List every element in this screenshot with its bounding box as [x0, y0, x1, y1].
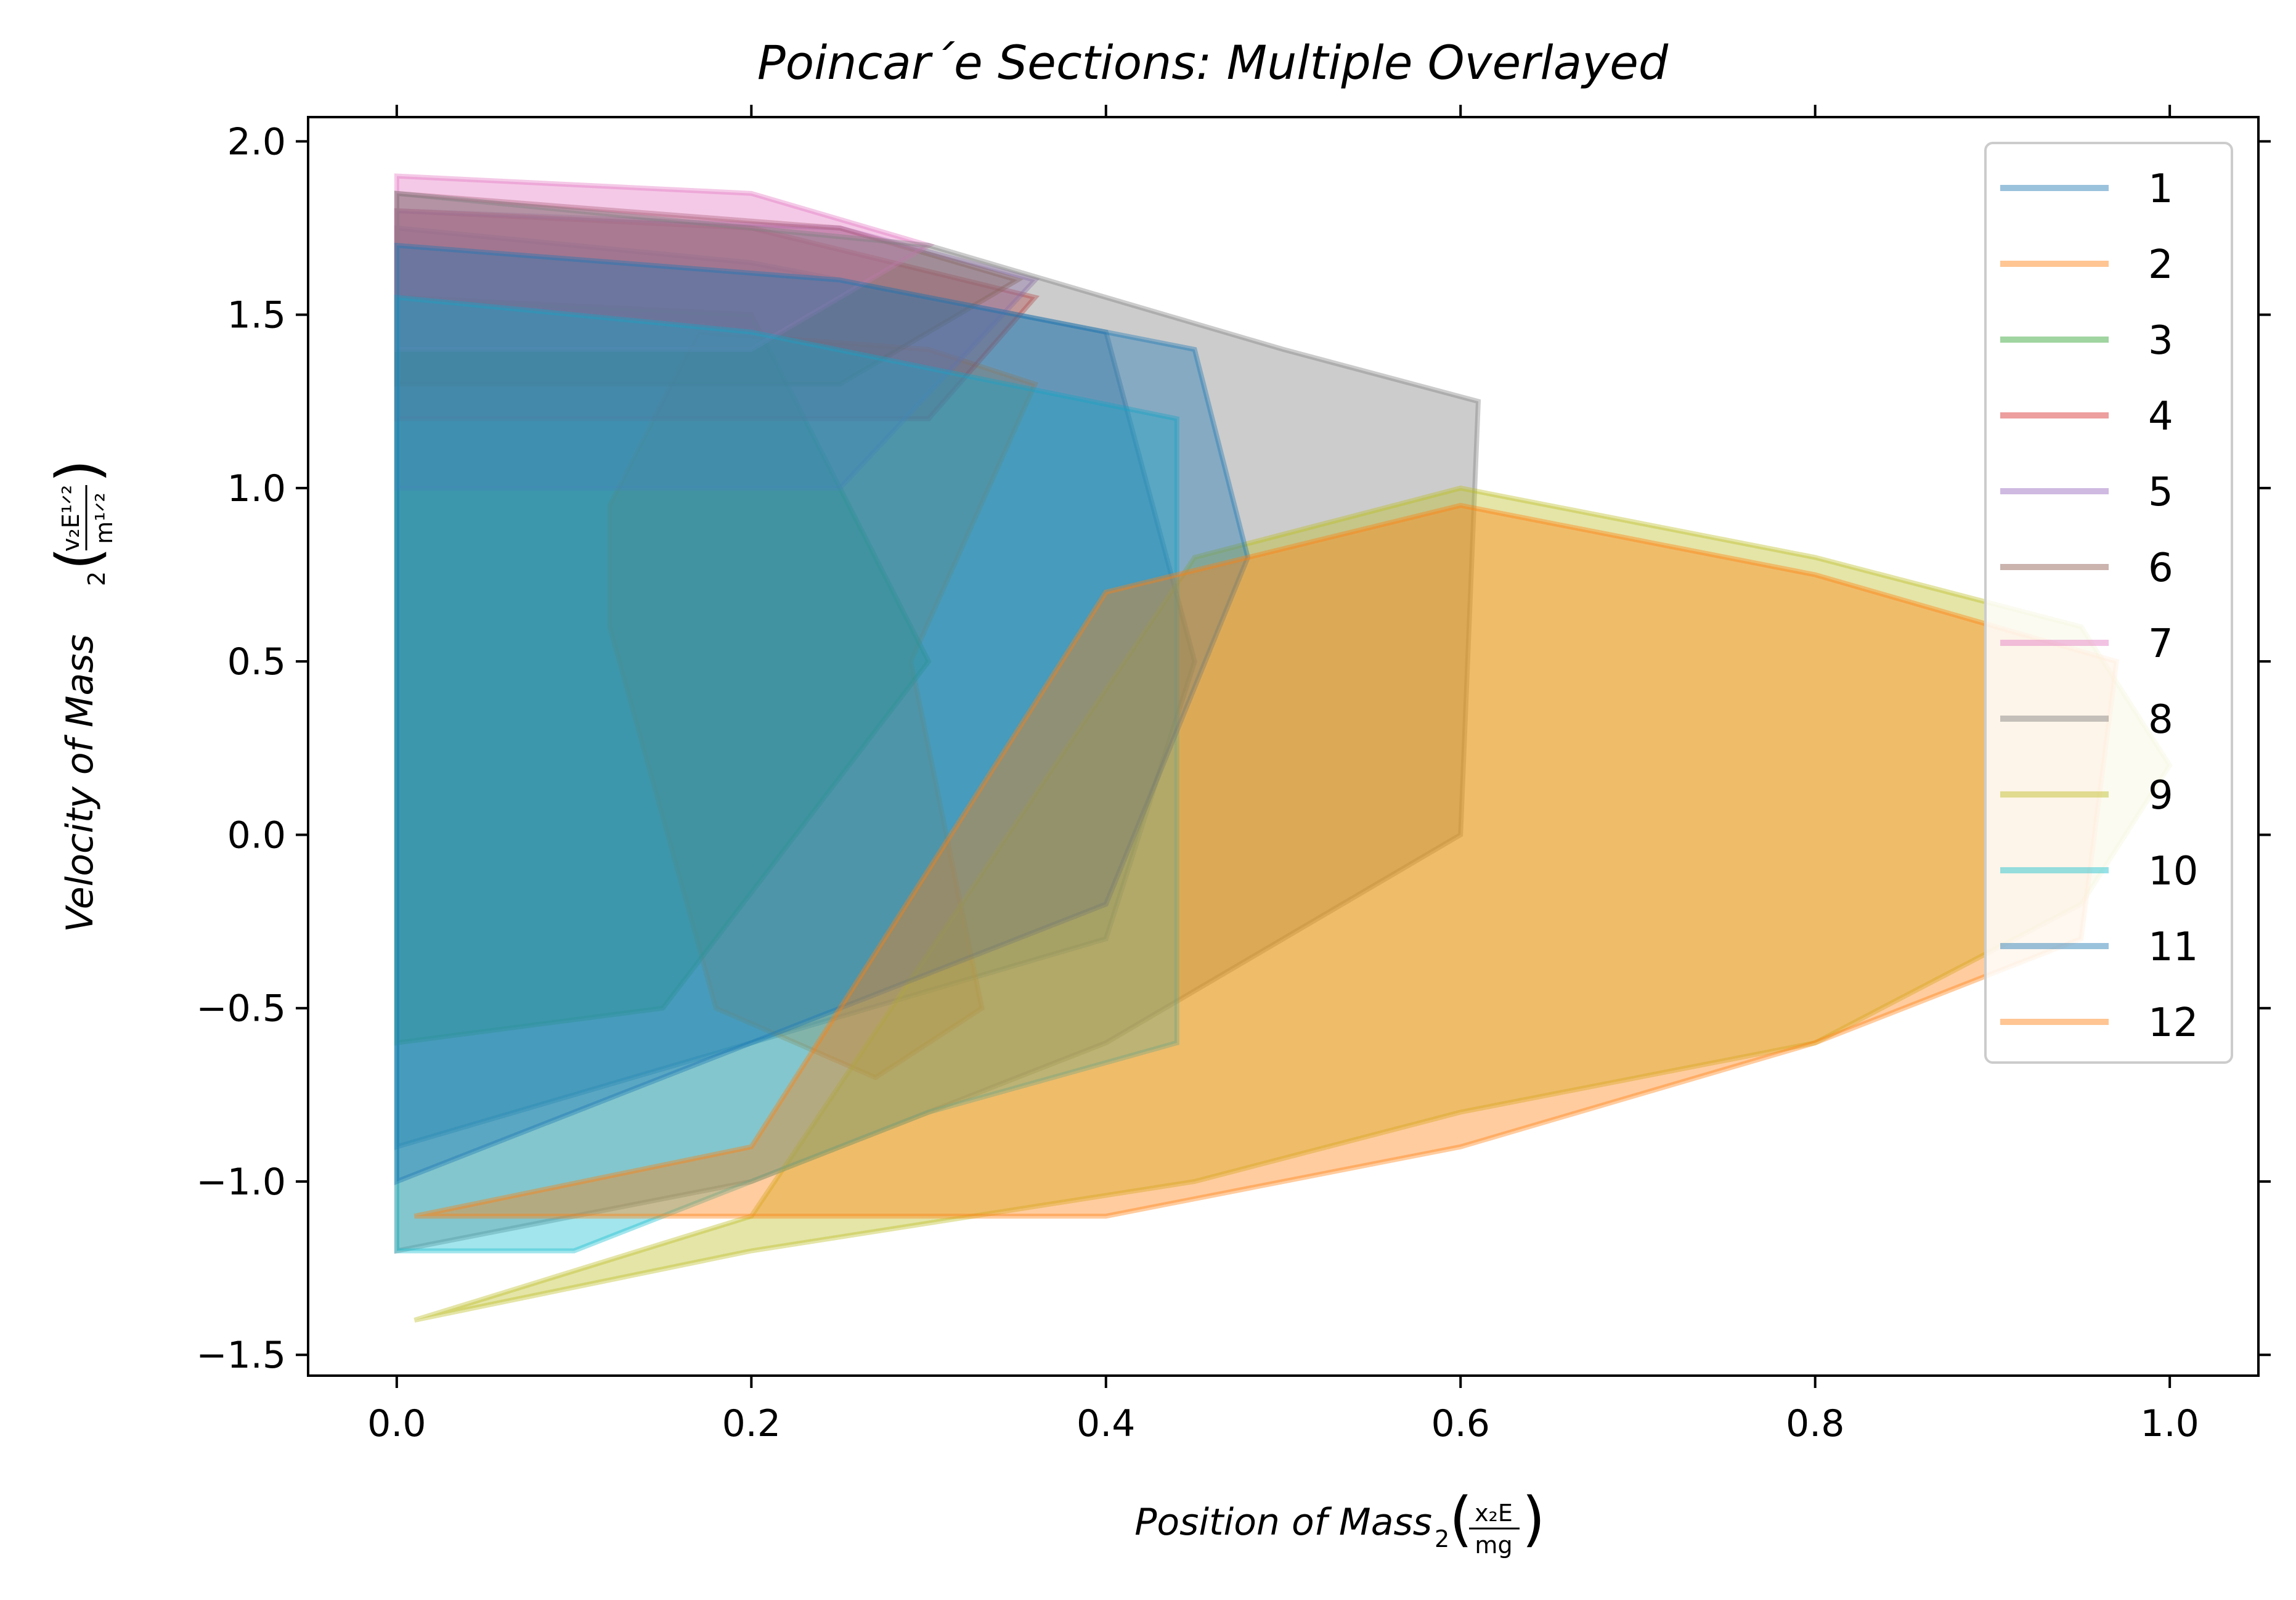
- y-tick-label: 0.5: [227, 640, 286, 684]
- series-4: [394, 208, 1040, 422]
- legend-label-6: 6: [2148, 545, 2173, 591]
- y-axis-label-subscript: 2: [83, 571, 110, 586]
- series-8: [394, 190, 1481, 1254]
- y-axis-label-fraction-denominator: m¹ᐟ²: [91, 492, 118, 544]
- series-2: [607, 329, 1039, 1080]
- x-axis-label-subscript: 2: [1435, 1525, 1449, 1553]
- y-tick-label: 1.5: [227, 294, 286, 337]
- legend-label-11: 11: [2148, 924, 2198, 970]
- series-10: [394, 295, 1179, 1254]
- legend-label-8: 8: [2148, 697, 2173, 743]
- series-6: [394, 190, 1024, 387]
- x-axis-label-fraction-denominator: mg: [1475, 1532, 1512, 1559]
- x-axis-label-fraction-numerator: x₂E: [1475, 1500, 1513, 1527]
- y-tick-label: −1.0: [196, 1161, 286, 1204]
- y-axis-label-fraction-numerator: v₂E¹ᐟ²: [57, 485, 84, 552]
- y-tick-label: −0.5: [196, 987, 286, 1031]
- x-tick-label: 0.8: [1786, 1402, 1844, 1445]
- y-axis-label-rparen: ): [44, 460, 113, 483]
- x-axis-label-text: Position of Mass: [1134, 1501, 1432, 1544]
- y-tick-label: 2.0: [227, 120, 286, 163]
- y-axis-label-lparen: (: [44, 547, 113, 570]
- x-axis-label-rparen: ): [1522, 1485, 1545, 1554]
- x-tick-label: 0.6: [1431, 1402, 1490, 1445]
- y-tick-label: 0.0: [227, 814, 286, 857]
- axes-frame: [307, 116, 2260, 1377]
- x-axis-label-lparen: (: [1449, 1485, 1472, 1554]
- y-axis-label: Velocity of Mass 2 ( v₂E¹ᐟ² m¹ᐟ² ): [44, 460, 118, 933]
- series-10-region-1: [394, 295, 1179, 1254]
- series-11: [394, 242, 1251, 1185]
- legend-label-12: 12: [2148, 1000, 2198, 1046]
- y-axis-label-text: Velocity of Mass: [59, 634, 102, 933]
- series-7: [394, 173, 935, 352]
- x-tick-label: 1.0: [2140, 1402, 2199, 1445]
- plot-area: [394, 173, 2173, 1323]
- series-5-region-1: [394, 208, 1040, 491]
- y-tick-label: −1.5: [196, 1334, 286, 1377]
- legend-label-2: 2: [2148, 242, 2173, 288]
- series-3-region-1: [394, 295, 932, 1046]
- series-4-region-1: [394, 208, 1040, 422]
- x-tick-label: 0.2: [722, 1402, 781, 1445]
- legend-label-7: 7: [2148, 621, 2173, 667]
- series-1-region-1: [394, 225, 1197, 1151]
- x-tick-label: 0.0: [367, 1402, 426, 1445]
- legend-label-9: 9: [2148, 773, 2173, 818]
- series-8-region-1: [394, 190, 1481, 1254]
- legend-label-5: 5: [2148, 470, 2173, 515]
- legend-label-3: 3: [2148, 318, 2173, 364]
- series-11-region-1: [394, 242, 1251, 1185]
- x-tick-label: 0.4: [1077, 1402, 1135, 1445]
- legend-label-4: 4: [2148, 394, 2173, 439]
- chart-title: Poincar´e Sections: Multiple Overlayed: [757, 35, 1669, 90]
- y-tick-label: 1.0: [227, 467, 286, 510]
- legend-label-10: 10: [2148, 849, 2198, 894]
- series-1: [394, 225, 1197, 1151]
- legend-label-1: 1: [2148, 166, 2173, 212]
- series-6-region-1: [394, 190, 1024, 387]
- series-5: [394, 208, 1040, 491]
- axis-ticks: 0.0 0.2 0.4 0.6 0.8 1.0 −1.5 −1.0 −0.5 0.0 0.5 1.0 1…: [196, 105, 2271, 1445]
- legend-box: [1984, 142, 2233, 1064]
- series-3: [394, 295, 932, 1046]
- series-7-region-1: [394, 173, 935, 352]
- series-2-region-1: [607, 329, 1039, 1080]
- x-axis-label: Position of Mass 2 ( x₂E mg ): [1134, 1485, 1545, 1559]
